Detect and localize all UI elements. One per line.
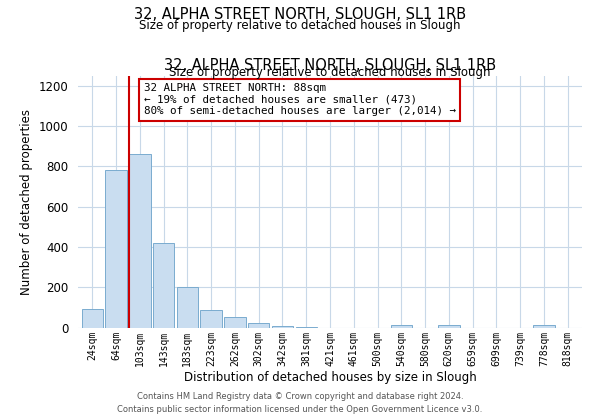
Bar bbox=[129, 154, 151, 328]
Bar bbox=[272, 326, 293, 328]
Text: Size of property relative to detached houses in Slough: Size of property relative to detached ho… bbox=[139, 19, 461, 32]
Bar bbox=[391, 325, 412, 328]
Bar bbox=[248, 323, 269, 328]
Y-axis label: Number of detached properties: Number of detached properties bbox=[20, 109, 33, 294]
Bar bbox=[438, 325, 460, 328]
Bar bbox=[533, 325, 554, 328]
Bar bbox=[82, 309, 103, 328]
Bar bbox=[224, 317, 245, 328]
Text: 32, ALPHA STREET NORTH, SLOUGH, SL1 1RB: 32, ALPHA STREET NORTH, SLOUGH, SL1 1RB bbox=[134, 7, 466, 22]
Text: 32, ALPHA STREET NORTH, SLOUGH, SL1 1RB: 32, ALPHA STREET NORTH, SLOUGH, SL1 1RB bbox=[164, 58, 496, 73]
Bar bbox=[176, 287, 198, 328]
Text: Contains HM Land Registry data © Crown copyright and database right 2024.: Contains HM Land Registry data © Crown c… bbox=[137, 392, 463, 402]
Bar bbox=[106, 171, 127, 328]
Text: 32 ALPHA STREET NORTH: 88sqm
← 19% of detached houses are smaller (473)
80% of s: 32 ALPHA STREET NORTH: 88sqm ← 19% of de… bbox=[143, 83, 455, 116]
Text: Size of property relative to detached houses in Slough: Size of property relative to detached ho… bbox=[169, 66, 491, 79]
Bar bbox=[200, 310, 222, 328]
X-axis label: Distribution of detached houses by size in Slough: Distribution of detached houses by size … bbox=[184, 371, 476, 384]
Text: Contains public sector information licensed under the Open Government Licence v3: Contains public sector information licen… bbox=[118, 405, 482, 414]
Bar bbox=[153, 243, 174, 328]
